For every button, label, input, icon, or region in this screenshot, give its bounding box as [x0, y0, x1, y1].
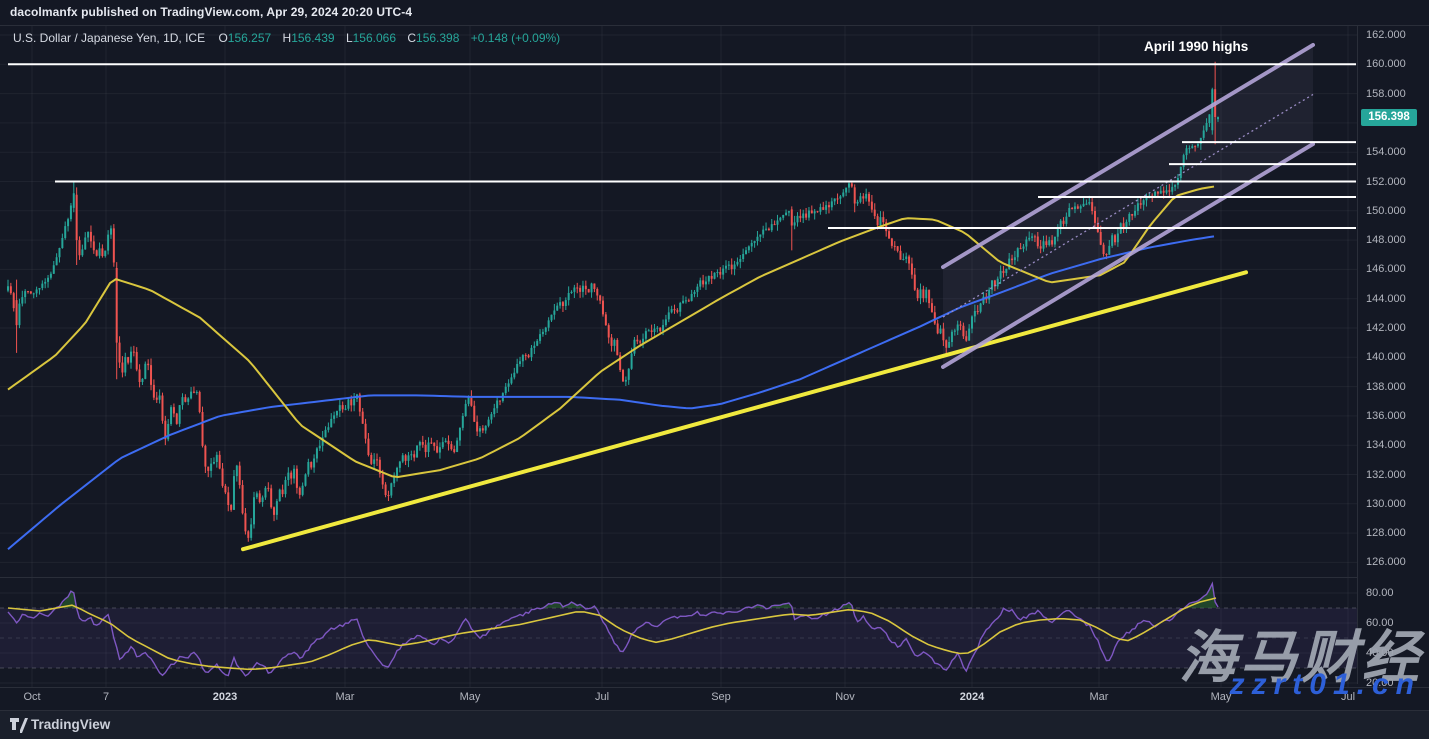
price-chart-canvas[interactable]: [0, 26, 1429, 710]
price-axis-label: 130.000: [1366, 497, 1406, 510]
publisher-text: dacolmanfx published on TradingView.com,…: [10, 5, 413, 19]
low-value: 156.066: [352, 31, 397, 45]
price-axis-label: 136.000: [1366, 409, 1406, 422]
ma-slow-line: [7, 235, 1215, 550]
annotation-april-1990-highs[interactable]: April 1990 highs: [1144, 39, 1249, 54]
time-axis-label-may: May: [1210, 691, 1232, 703]
symbol-legend[interactable]: U.S. Dollar / Japanese Yen, 1D, ICE O156…: [13, 31, 560, 45]
rsi-line: [7, 581, 1219, 677]
header-divider: [0, 25, 1429, 26]
close-value: 156.398: [416, 31, 460, 45]
price-axis-label: 126.000: [1366, 556, 1406, 569]
change-value: +0.148 (+0.09%): [470, 31, 561, 45]
tradingview-wordmark[interactable]: TradingView: [31, 717, 111, 732]
price-axis-label: 146.000: [1366, 263, 1406, 276]
time-axis-label-2024: 2024: [959, 691, 985, 703]
time-axis-label-jul: Jul: [1340, 691, 1356, 703]
candles-up: [7, 89, 1219, 538]
high-value: 156.439: [291, 31, 335, 45]
time-axis-label-nov: Nov: [835, 691, 855, 703]
footer-bar: TradingView: [0, 710, 1429, 739]
time-axis-label-sep: Sep: [711, 691, 731, 703]
price-axis-label: 140.000: [1366, 351, 1406, 364]
price-axis-label: 138.000: [1366, 380, 1406, 393]
open-label: O: [218, 31, 228, 45]
time-axis-label-mar: Mar: [335, 691, 355, 703]
price-axis-label: 134.000: [1366, 439, 1406, 452]
price-axis-label: 144.000: [1366, 292, 1406, 305]
price-axis-label: 128.000: [1366, 527, 1406, 540]
price-axis-label: 142.000: [1366, 322, 1406, 334]
price-axis-label: 148.000: [1366, 234, 1406, 247]
price-axis-label: 132.000: [1366, 468, 1406, 481]
time-axis-label-oct: Oct: [23, 691, 41, 703]
publish-header: dacolmanfx published on TradingView.com,…: [0, 0, 1429, 25]
low-label: L: [345, 31, 353, 45]
rsi-axis-label: 60.00: [1366, 617, 1394, 629]
rsi-overbought-fill: [58, 583, 1218, 608]
chart-area[interactable]: U.S. Dollar / Japanese Yen, 1D, ICE O156…: [0, 26, 1429, 710]
price-axis-label: 158.000: [1366, 87, 1406, 100]
yellow-trendline[interactable]: [241, 270, 1248, 552]
time-axis-label-7: 7: [102, 691, 110, 703]
watermark-chinese-text: 海马财经: [1179, 626, 1423, 690]
rsi-signal-line: [7, 597, 1217, 671]
tradingview-logo-icon[interactable]: [10, 718, 28, 733]
candle-wicks-up: [7, 87, 1219, 541]
symbol-title[interactable]: U.S. Dollar / Japanese Yen, 1D, ICE: [13, 31, 206, 45]
last-price-label: 156.398: [1361, 108, 1417, 126]
price-axis-label: 154.000: [1366, 146, 1406, 159]
channel-midline: [942, 93, 1314, 318]
rsi-axis-label: 20.00: [1366, 677, 1394, 689]
time-axis-label-may: May: [459, 691, 481, 703]
close-label: C: [407, 31, 417, 45]
price-axis-label: 160.000: [1366, 58, 1406, 71]
channel-upper-line[interactable]: [941, 42, 1315, 270]
ma-fast-line: [7, 185, 1215, 478]
high-label: H: [282, 31, 292, 45]
time-axis-label-2023: 2023: [212, 691, 238, 703]
watermark-site-url: zzrt01.cn: [1229, 668, 1421, 701]
open-value: 156.257: [227, 31, 272, 45]
price-axis-label: 152.000: [1366, 175, 1406, 188]
time-axis-label-mar: Mar: [1089, 691, 1109, 703]
price-axis-label: 150.000: [1366, 204, 1406, 217]
rsi-axis-label: 80.00: [1366, 587, 1394, 599]
time-axis-label-jul: Jul: [594, 691, 610, 703]
price-axis-label: 162.000: [1366, 29, 1406, 41]
rsi-axis-label: 40.00: [1366, 647, 1394, 659]
